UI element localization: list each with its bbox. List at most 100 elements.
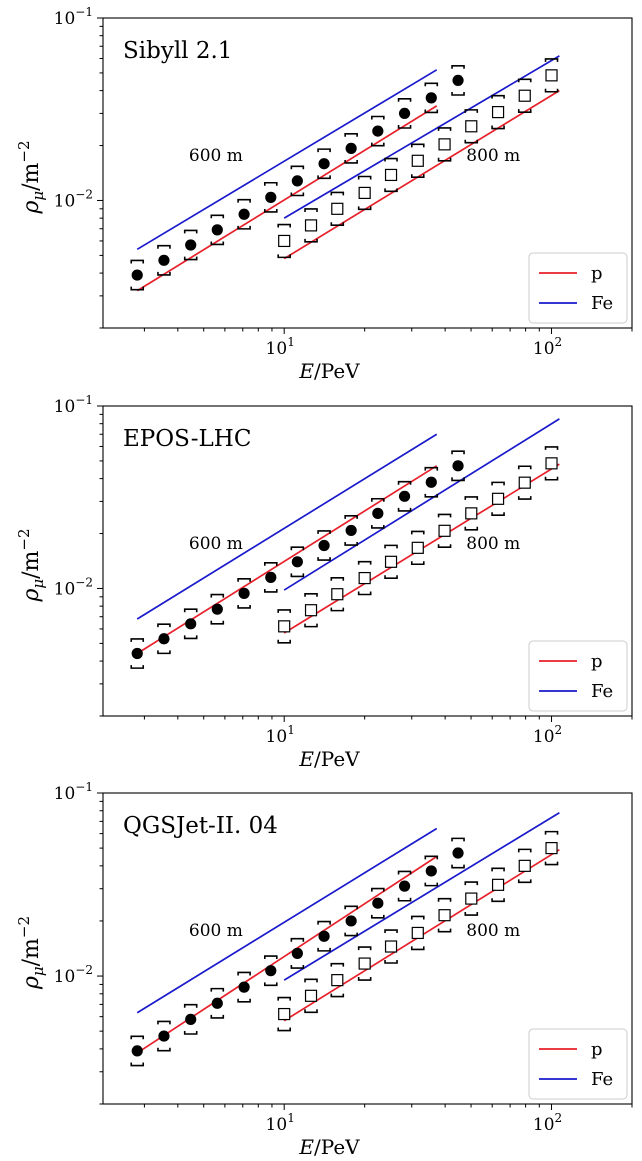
- error-bar-top: [210, 987, 225, 992]
- error-bar-bottom: [290, 192, 305, 197]
- data-point-800m: [517, 848, 532, 884]
- error-bar-top: [424, 855, 439, 860]
- marker-square: [491, 105, 505, 119]
- error-bar-bottom: [397, 125, 412, 129]
- error-bar-top: [451, 450, 465, 455]
- marker-square: [304, 219, 318, 232]
- data-point-600m: [263, 955, 278, 987]
- marker-circle: [372, 897, 384, 909]
- series-line-p: [283, 89, 560, 260]
- error-bar-bottom: [157, 650, 171, 655]
- data-point-600m: [183, 1003, 198, 1035]
- data-point-800m: [517, 465, 532, 500]
- data-point-600m: [237, 971, 251, 1003]
- error-bar-top: [491, 94, 505, 99]
- series-line-fe: [283, 55, 560, 219]
- data-point-800m: [277, 223, 291, 259]
- marker-circle: [158, 1030, 170, 1042]
- data-point-600m: [317, 148, 331, 180]
- legend-label-fe: Fe: [591, 293, 613, 314]
- x-tick-label: 101: [266, 1111, 295, 1135]
- marker-circle: [291, 175, 303, 187]
- error-bar-top: [491, 481, 505, 486]
- error-bar-bottom: [384, 188, 398, 193]
- data-point-600m: [424, 82, 439, 114]
- y-tick-label: 10−2: [54, 963, 93, 987]
- error-bar-bottom: [330, 993, 345, 998]
- series-line-fe: [136, 827, 438, 1014]
- error-bar-bottom: [397, 897, 412, 902]
- plot-frame: [102, 17, 633, 329]
- marker-circle: [185, 239, 197, 251]
- data-point-800m: [464, 881, 479, 916]
- error-bar-bottom: [384, 575, 398, 580]
- marker-circle: [291, 947, 303, 959]
- error-bar-bottom: [357, 206, 372, 211]
- error-bar-bottom: [130, 1062, 145, 1067]
- data-point-600m: [157, 1020, 171, 1052]
- data-point-600m: [451, 450, 465, 482]
- marker-square: [545, 842, 558, 855]
- error-bar-bottom: [397, 507, 412, 512]
- error-bar-top: [263, 561, 278, 566]
- data-point-800m: [357, 175, 372, 211]
- data-point-800m: [277, 996, 291, 1032]
- marker-circle: [185, 618, 197, 630]
- marker-square: [304, 604, 318, 617]
- marker-square: [331, 202, 344, 215]
- legend: p Fe: [528, 1028, 628, 1100]
- error-bar-bottom: [491, 512, 505, 517]
- marker-square: [278, 234, 291, 248]
- error-bar-top: [330, 962, 345, 967]
- data-point-600m: [397, 98, 412, 129]
- data-point-600m: [263, 181, 278, 213]
- data-point-800m: [304, 592, 318, 628]
- y-tick-label: 10−2: [54, 575, 93, 599]
- marker-square: [465, 892, 478, 905]
- error-bar-top: [424, 466, 439, 471]
- error-bar-bottom: [210, 620, 225, 625]
- error-bar-top: [317, 920, 331, 925]
- error-bar-bottom: [304, 623, 318, 628]
- data-point-600m: [157, 623, 171, 655]
- y-tick-label: 10−1: [54, 780, 93, 804]
- error-bar-bottom: [130, 286, 145, 291]
- error-bar-top: [157, 244, 171, 249]
- error-bar-top: [130, 638, 145, 642]
- marker-circle: [238, 587, 250, 599]
- marker-circle: [318, 539, 330, 552]
- legend-label-p: p: [591, 651, 603, 672]
- error-bar-top: [304, 978, 318, 983]
- data-point-600m: [397, 870, 412, 902]
- marker-circle: [452, 74, 464, 87]
- marker-circle: [452, 460, 464, 472]
- marker-circle: [131, 1045, 143, 1057]
- error-bar-top: [357, 560, 372, 565]
- panel-3: 10−1 10−2 101 102 E/PeV ρμ/m−2 QGSJet-II. 04 60…: [15, 780, 633, 1159]
- error-bar-top: [357, 946, 372, 951]
- data-point-600m: [237, 198, 251, 230]
- error-bar-bottom: [451, 91, 465, 96]
- error-bar-top: [384, 929, 398, 934]
- error-bar-top: [371, 887, 385, 892]
- error-bar-bottom: [183, 635, 198, 640]
- marker-circle: [318, 930, 330, 942]
- data-point-600m: [183, 608, 198, 640]
- data-point-800m: [384, 929, 398, 964]
- annotation-800m: 800 m: [466, 534, 520, 554]
- error-bar-top: [517, 465, 532, 470]
- error-bar-top: [384, 157, 398, 162]
- marker-circle: [345, 142, 357, 154]
- error-bar-bottom: [451, 477, 465, 482]
- data-point-800m: [491, 94, 505, 130]
- data-point-600m: [317, 920, 331, 952]
- marker-circle: [318, 158, 330, 170]
- error-bar-bottom: [517, 879, 532, 884]
- data-point-800m: [464, 496, 479, 531]
- chart-title: Sibyll 2.1: [123, 38, 232, 64]
- marker-square: [545, 69, 558, 82]
- error-bar-bottom: [277, 1027, 291, 1032]
- data-point-800m: [491, 481, 505, 517]
- error-bar-bottom: [371, 142, 385, 147]
